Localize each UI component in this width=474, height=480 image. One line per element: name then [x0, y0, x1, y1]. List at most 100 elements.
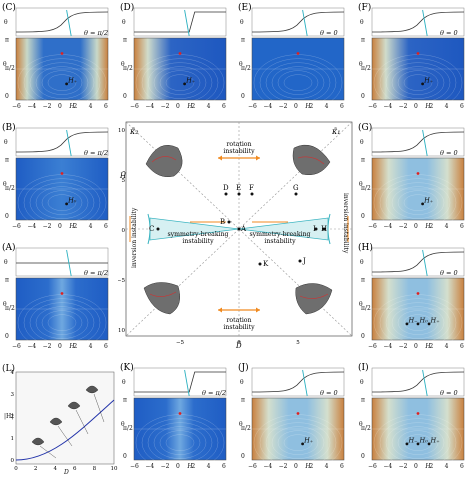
panel-D-ytick: π: [123, 37, 127, 44]
panel-F-condition: θ = 0: [440, 29, 458, 37]
panel-C-theta-curve: [15, 11, 109, 33]
panel-I-xtick: 0: [414, 463, 418, 470]
panel-I: θ θ = 0 H₋ H₀ H₊ 0 π/2 π θ −6 −4 −2 0 2 4 6 H (I): [358, 362, 468, 474]
center-point-label-K: K: [263, 260, 269, 268]
panel-L-ytick: 0: [11, 458, 15, 464]
panel-I-contour-line: [391, 426, 445, 459]
center-ytick: 10: [118, 128, 125, 134]
panel-F-xtick: −6: [368, 103, 377, 110]
center-point-C: [156, 227, 160, 231]
panel-G-xlabel: H: [424, 223, 431, 230]
panel-I-xtick: 6: [460, 463, 464, 470]
panel-A-xtick: 6: [104, 343, 108, 350]
panel-A-xlabel: H: [68, 343, 75, 350]
panel-G-curve-frame: [371, 127, 465, 157]
panel-I-xtick: 2: [429, 463, 433, 470]
panel-F-point: [421, 82, 424, 86]
panel-F-ytick: 0: [361, 93, 365, 100]
panel-L-label: (L): [2, 363, 15, 374]
panel-L-curve: [15, 399, 115, 461]
panel-K-contour-line: [153, 426, 207, 459]
panel-E-contour-line: [265, 62, 331, 103]
panel-K-contour-line: [141, 418, 219, 467]
panel-B-point-label: H₀: [67, 196, 77, 204]
panel-H-point: [427, 322, 431, 326]
panel-A-xtick: 2: [73, 343, 77, 350]
panel-D-curve-frame: [133, 7, 227, 37]
center-ytick: 0: [122, 228, 126, 234]
center-point-label-C: C: [149, 225, 154, 233]
panel-I-xtick: −6: [368, 463, 377, 470]
panel-D-red-dot: [178, 52, 182, 55]
panel-B-contour-line: [29, 182, 95, 223]
panel-F-xtick: −2: [399, 103, 408, 110]
panel-C-xtick: 2: [73, 103, 77, 110]
panel-A-condition: θ = π/2: [84, 269, 108, 277]
panel-C-xtick: 6: [104, 103, 108, 110]
panel-K-label: (K): [120, 362, 134, 373]
phase-diagram: κ̃₂ κ̃₁ H̃ D̃ 10 5 0 −5 −10 −5 0 5 rotationinst…: [113, 118, 356, 350]
panel-L-xtick: 0: [14, 466, 18, 472]
panel-H-condition: θ = 0: [440, 269, 458, 277]
panel-J-contour-line: [283, 434, 313, 451]
panel-B-xlabel: H: [68, 223, 75, 230]
center-xlabel: D̃: [235, 342, 242, 350]
panel-I-point-label: H₊: [430, 436, 440, 444]
panel-G-ytick: π/2: [361, 185, 371, 192]
panel-C-point-label: H₊: [67, 76, 77, 84]
panel-H-ylabel: θ: [359, 301, 363, 308]
center-ytick: 5: [122, 178, 126, 184]
panel-B-ytick: π/2: [5, 185, 15, 192]
panel-C-contour-line: [35, 66, 89, 99]
panel-C-contour-line: [47, 74, 77, 91]
panel-G-ytick: π: [361, 157, 365, 164]
panel-B-label: (B): [2, 122, 16, 133]
panel-A-ytick: 0: [5, 333, 9, 340]
panel-K-xtick: −2: [161, 463, 170, 470]
panel-G-ylabel: θ: [359, 181, 363, 188]
panel-J-xtick: 0: [294, 463, 298, 470]
panel-K-contour-line: [159, 430, 201, 455]
panel-A-xtick: −6: [12, 343, 21, 350]
panel-F-contour-line: [385, 62, 451, 103]
panel-C-ytick: 0: [5, 93, 9, 100]
center-point-I: [314, 227, 318, 231]
panel-J-theta-curve: [251, 371, 345, 393]
panel-J-xlabel: H: [304, 463, 311, 470]
panel-J-xtick: 6: [340, 463, 344, 470]
panel-G-contour-line: [403, 194, 433, 211]
panel-F-xtick: −4: [383, 103, 392, 110]
panel-L-pointer: [57, 425, 73, 447]
panel-L-plot: (L) |H| D 0 2 4 6 8 10 0 1 2 3 4: [2, 363, 118, 476]
panel-F-red-dot: [416, 52, 420, 55]
panel-E-curve-frame: [251, 7, 345, 37]
panel-H-xtick: 0: [414, 343, 418, 350]
k1-label: κ̃₁: [331, 127, 340, 136]
panel-I-point: [405, 442, 409, 446]
panel-B-xtick: −2: [43, 223, 52, 230]
panel-J-xtick: −2: [279, 463, 288, 470]
panel-K-contour-map: [133, 397, 227, 461]
panel-B-svg: θ θ = π/2 H₀ 0 π/2 π θ −6 −4 −2 0 2 4 6 H (B): [2, 122, 109, 231]
panel-B-ylabel: θ: [3, 181, 7, 188]
panel-G-ytick: 0: [361, 213, 365, 220]
panel-D: θ H₊ 0 π/2 π θ −6 −4 −2 0 2 4 6 H (D): [120, 2, 230, 114]
panel-E-label: (E): [238, 2, 252, 13]
panel-G-point-label: H₊: [423, 196, 433, 204]
panel-B-curve-ylabel: θ: [4, 139, 8, 146]
panel-L-xtick: 2: [34, 466, 38, 472]
panel-H-contour-map: [371, 277, 465, 341]
panel-C-xlabel: H: [68, 103, 75, 110]
panel-D-contour-line: [159, 70, 201, 95]
panel-C-curve-ylabel: θ: [4, 19, 8, 26]
panel-C-contour-line: [29, 62, 95, 103]
panel-I-xtick: 4: [445, 463, 449, 470]
panel-C-curve-frame: [15, 7, 109, 37]
panel-D-xtick: 6: [222, 103, 226, 110]
panel-B-theta-curve: [15, 131, 109, 153]
panel-D-contour-line: [165, 74, 195, 91]
inv-right-label: inversion instability: [342, 193, 349, 254]
panel-A-contour-line: [47, 314, 77, 331]
panel-D-point-label: H₊: [185, 76, 195, 84]
panel-C-point: [65, 82, 68, 86]
